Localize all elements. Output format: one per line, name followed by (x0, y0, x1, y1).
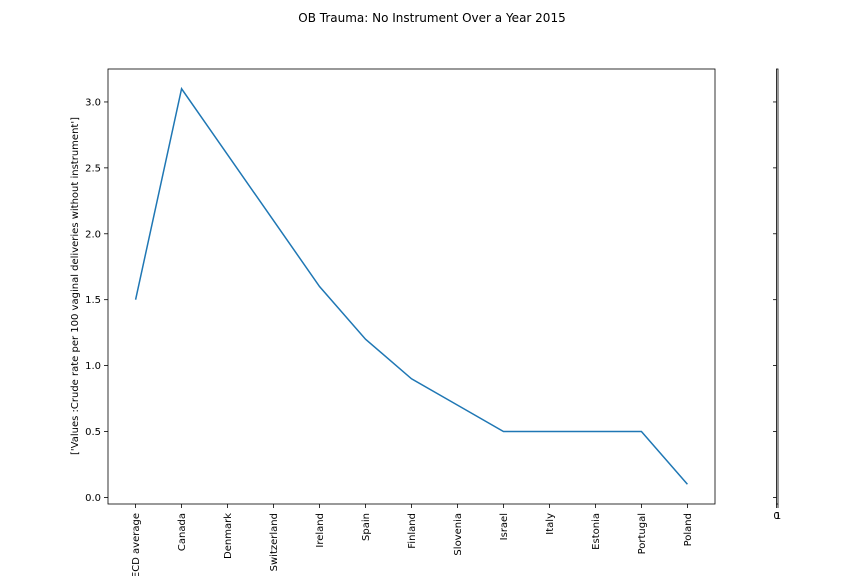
x-tick-label: Slovenia (453, 513, 464, 556)
side-axis-frame (776, 68, 779, 505)
x-tick-label: Canada (177, 513, 188, 551)
x-tick-label: Italy (545, 513, 556, 535)
y-tick-label: 0.0 (85, 493, 101, 504)
chart-title: OB Trauma: No Instrument Over a Year 201… (298, 11, 565, 25)
y-tick-label: 1.5 (85, 295, 101, 306)
y-tick-label: 1.0 (85, 361, 101, 372)
y-tick-label: 0.5 (85, 427, 101, 438)
x-tick-label: OECD average (131, 513, 142, 576)
x-tick-label: Poland (683, 513, 694, 546)
x-tick-label: Israel (499, 513, 510, 540)
line (134, 86, 688, 485)
y-tick-label: 3.0 (85, 97, 101, 108)
y-tick-label: 2.0 (85, 229, 101, 240)
y-tick-label: 2.5 (85, 163, 101, 174)
x-tick-label: Estonia (591, 513, 602, 550)
x-tick-label: Ireland (315, 513, 326, 548)
x-tick-label: Switzerland (269, 513, 280, 571)
x-tick-label: Denmark (223, 513, 234, 559)
x-tick-label: Portugal (637, 513, 648, 554)
y-axis-label: ['Values :Crude rate per 100 vaginal del… (70, 117, 81, 455)
side-x-tick-label: 0 (773, 511, 779, 522)
x-tick-label: Spain (361, 513, 372, 541)
x-tick-label: Finland (407, 513, 418, 549)
side-x-tick-label: 1 (775, 511, 781, 522)
